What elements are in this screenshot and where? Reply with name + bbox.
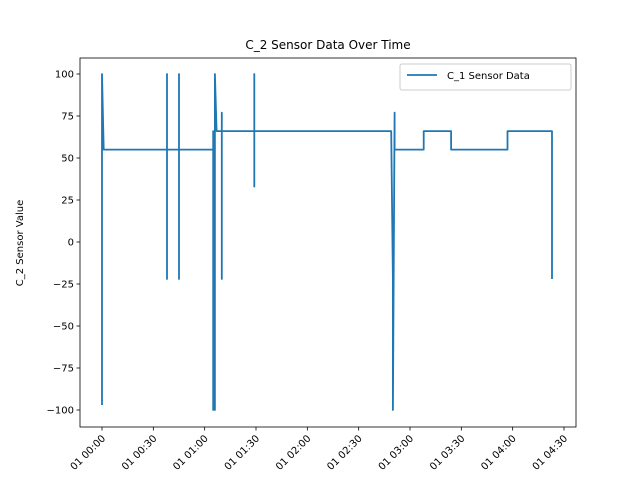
y-tick-label: 25	[61, 196, 74, 207]
y-tick-label: −75	[53, 364, 74, 375]
legend-entry: C_1 Sensor Data	[447, 71, 530, 82]
y-tick-label: 0	[68, 238, 74, 249]
y-tick-label: 75	[61, 112, 74, 123]
y-tick-label: −25	[53, 280, 74, 291]
y-axis: −100 −75 −50 −25 0 25 50 75 100	[47, 70, 80, 417]
series-layer	[101, 73, 553, 411]
y-tick-label: −50	[53, 322, 74, 333]
plot-area	[79, 57, 577, 428]
axes-frame	[79, 57, 577, 428]
y-tick-label: 50	[61, 154, 74, 165]
legend-box	[399, 63, 572, 91]
legend: C_1 Sensor Data	[399, 63, 572, 91]
y-tick-label: 100	[55, 70, 74, 81]
y-axis-label: C_2 Sensor Value	[15, 200, 26, 286]
y-tick-label: −100	[47, 406, 74, 417]
chart-title: C_2 Sensor Data Over Time	[245, 38, 410, 52]
series-line-1	[101, 73, 553, 411]
